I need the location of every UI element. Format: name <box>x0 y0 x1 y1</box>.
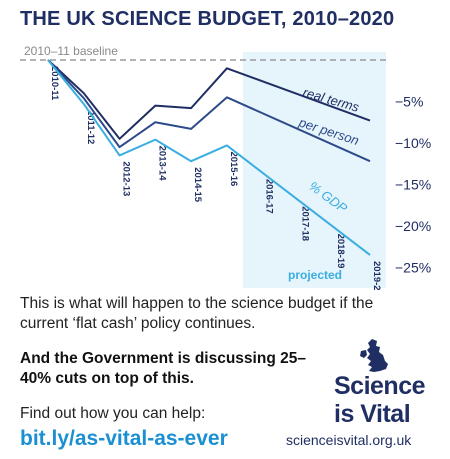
x-tick-label: 2017-18 <box>299 206 310 241</box>
y-tick-label: −10% <box>395 135 431 151</box>
y-tick-label: −20% <box>395 218 431 234</box>
x-tick-label: 2014-15 <box>192 167 203 203</box>
projected-label: projected <box>288 268 342 282</box>
page-title: THE UK SCIENCE BUDGET, 2010–2020 <box>20 8 395 30</box>
x-tick-label: 2013-14 <box>156 146 167 182</box>
baseline-label: 2010–11 baseline <box>24 44 118 58</box>
uk-map-icon <box>360 339 388 372</box>
budget-chart: 2010–11 baseline projected −5% −10% −15% −2… <box>20 44 431 290</box>
x-tick-label: 2012-13 <box>121 161 132 196</box>
y-tick-label: −15% <box>395 176 431 192</box>
y-tick-label: −5% <box>395 93 423 109</box>
x-tick-label: 2018-19 <box>335 234 346 269</box>
y-tick-label: −25% <box>395 259 431 275</box>
x-tick-label: 2015-16 <box>228 151 239 186</box>
body-text: This is what will happen to the science … <box>20 295 374 332</box>
x-tick-label: 2019-20 <box>371 261 382 290</box>
x-tick-label: 2016-17 <box>264 179 275 214</box>
y-axis: −5% −10% −15% −20% −25% <box>395 93 431 275</box>
x-tick-label: 2010-11 <box>49 66 60 101</box>
logo-line-1: Science <box>334 372 426 400</box>
science-is-vital-logo: Science is Vital <box>330 338 442 430</box>
help-text: Find out how you can help: <box>20 405 206 422</box>
bold-callout: And the Government is discussing 25–40% … <box>20 350 306 387</box>
website-text[interactable]: scienceisvital.org.uk <box>286 432 412 448</box>
series-lines <box>47 59 371 256</box>
logo-line-2: is Vital <box>334 400 411 428</box>
x-tick-label: 2011-12 <box>85 110 96 144</box>
x-axis-labels: 2010-11 2011-12 2012-13 2013-14 2014-15 2015-… <box>49 66 382 290</box>
campaign-link[interactable]: bit.ly/as-vital-as-ever <box>20 427 228 450</box>
